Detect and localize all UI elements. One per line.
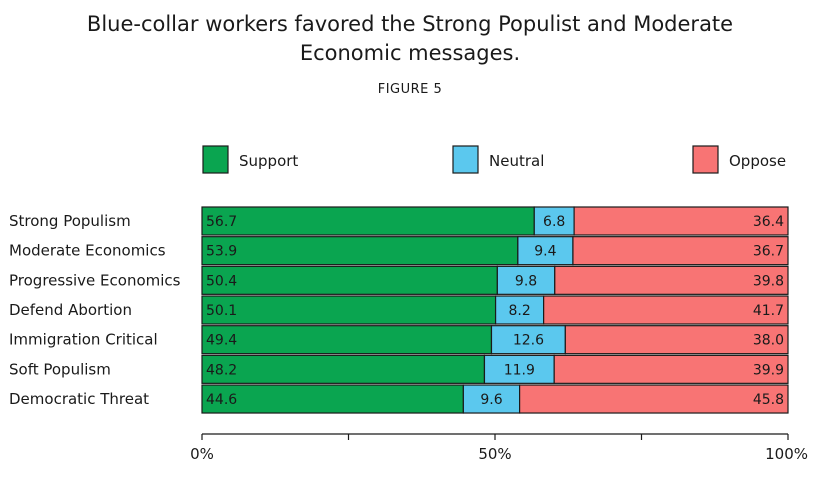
bar-strong-populism-oppose [573, 206, 789, 236]
bar-strong-populism-neutral [533, 206, 575, 236]
chart-subtitle: FIGURE 5 [378, 82, 443, 97]
x-axis: 0% 50% 100% [190, 433, 808, 463]
bars-group: 56.7 6.8 36.4 53.9 9.4 36.7 50.4 9.8 39.8 50.1 8.2… [201, 206, 789, 414]
bar-defend-abortion-support [201, 295, 497, 325]
bar-soft-populism-neutral [483, 354, 555, 384]
legend-swatch-support [202, 145, 229, 174]
legend-label-neutral: Neutral [489, 152, 544, 170]
data-label-strong-populism-support: 56.7 [206, 214, 237, 230]
bar-immigration-critical-oppose [564, 325, 789, 355]
data-label-defend-abortion-oppose: 41.7 [753, 303, 784, 319]
chart-title-group: Blue-collar workers favored the Strong P… [87, 12, 733, 97]
data-label-defend-abortion-support: 50.1 [206, 303, 237, 319]
bar-soft-populism-oppose [553, 354, 789, 384]
bar-row-defend-abortion: 50.1 8.2 41.7 [201, 295, 789, 325]
legend-label-oppose: Oppose [729, 152, 786, 170]
bar-democratic-threat-neutral [462, 384, 521, 414]
bar-immigration-critical-support [201, 325, 493, 355]
data-label-progressive-economics-neutral: 9.8 [515, 273, 537, 289]
bar-progressive-economics-support [201, 265, 498, 295]
data-label-progressive-economics-oppose: 39.8 [753, 273, 784, 289]
category-label-progressive-economics: Progressive Economics [9, 271, 181, 289]
bar-soft-populism-support [201, 354, 486, 384]
legend-swatch-neutral [452, 145, 479, 174]
bar-row-immigration-critical: 49.4 12.6 38.0 [201, 325, 789, 355]
legend-item-neutral: Neutral [452, 145, 544, 174]
bar-row-strong-populism: 56.7 6.8 36.4 [201, 206, 789, 236]
legend-label-support: Support [239, 152, 298, 170]
x-tick-label-50: 50% [478, 445, 511, 463]
data-label-immigration-critical-oppose: 38.0 [753, 333, 784, 349]
bar-moderate-economics-neutral [517, 236, 574, 266]
x-tick-label-100: 100% [765, 445, 808, 463]
legend-item-oppose: Oppose [692, 145, 786, 174]
x-tick-label-0: 0% [190, 445, 214, 463]
data-label-immigration-critical-neutral: 12.6 [513, 333, 544, 349]
legend-item-support: Support [202, 145, 298, 174]
data-label-moderate-economics-oppose: 36.7 [753, 244, 784, 260]
category-labels: Strong Populism Moderate Economics Progres… [9, 212, 181, 408]
bar-democratic-threat-oppose [519, 384, 789, 414]
category-label-strong-populism: Strong Populism [9, 212, 131, 230]
data-label-soft-populism-oppose: 39.9 [753, 362, 784, 378]
bar-row-soft-populism: 48.2 11.9 39.9 [201, 354, 789, 384]
data-label-immigration-critical-support: 49.4 [206, 333, 237, 349]
bar-democratic-threat-support [201, 384, 464, 414]
bar-row-progressive-economics: 50.4 9.8 39.8 [201, 265, 789, 295]
category-label-immigration-critical: Immigration Critical [9, 331, 158, 349]
category-label-defend-abortion: Defend Abortion [9, 301, 132, 319]
data-label-soft-populism-neutral: 11.9 [504, 362, 535, 378]
data-label-democratic-threat-support: 44.6 [206, 392, 237, 408]
data-label-strong-populism-neutral: 6.8 [543, 214, 565, 230]
category-label-moderate-economics: Moderate Economics [9, 242, 166, 260]
data-label-soft-populism-support: 48.2 [206, 362, 237, 378]
bar-moderate-economics-oppose [572, 236, 789, 266]
bar-progressive-economics-oppose [554, 265, 789, 295]
legend-swatch-oppose [692, 145, 719, 174]
data-label-democratic-threat-oppose: 45.8 [753, 392, 784, 408]
bar-moderate-economics-support [201, 236, 519, 266]
data-label-strong-populism-oppose: 36.4 [753, 214, 784, 230]
data-label-progressive-economics-support: 50.4 [206, 273, 237, 289]
category-label-soft-populism: Soft Populism [9, 360, 111, 378]
category-label-democratic-threat: Democratic Threat [9, 390, 149, 408]
bar-defend-abortion-neutral [494, 295, 545, 325]
bar-defend-abortion-oppose [543, 295, 789, 325]
data-label-defend-abortion-neutral: 8.2 [508, 303, 530, 319]
bar-row-moderate-economics: 53.9 9.4 36.7 [201, 236, 789, 266]
data-label-moderate-economics-neutral: 9.4 [534, 244, 556, 260]
chart-legend: Support Neutral Oppose [202, 145, 786, 174]
bar-immigration-critical-neutral [490, 325, 566, 355]
bar-progressive-economics-neutral [496, 265, 556, 295]
bar-strong-populism-support [201, 206, 535, 236]
data-label-democratic-threat-neutral: 9.6 [480, 392, 502, 408]
chart-title-line-1: Blue-collar workers favored the Strong P… [87, 12, 733, 36]
chart-title-line-2: Economic messages. [300, 41, 520, 65]
bar-row-democratic-threat: 44.6 9.6 45.8 [201, 384, 789, 414]
data-label-moderate-economics-support: 53.9 [206, 244, 237, 260]
